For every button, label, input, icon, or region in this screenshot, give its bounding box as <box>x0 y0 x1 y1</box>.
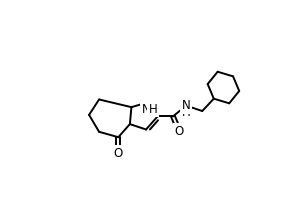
Text: H: H <box>148 103 158 116</box>
Text: O: O <box>114 147 123 160</box>
Text: N: N <box>142 103 150 116</box>
Text: N: N <box>182 99 190 112</box>
Text: H: H <box>182 106 190 119</box>
Text: O: O <box>175 125 184 138</box>
